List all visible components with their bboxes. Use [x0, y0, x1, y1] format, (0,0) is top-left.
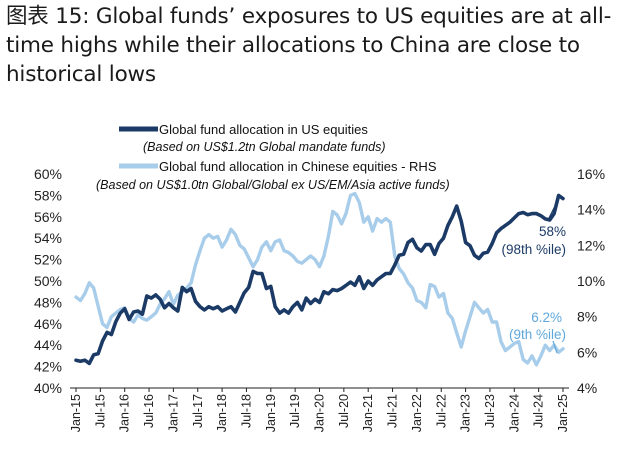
x-tick-label: Jul-19 — [288, 394, 302, 428]
x-tick-label: Jan-21 — [361, 394, 375, 432]
annotation-cn-arrow — [552, 340, 558, 354]
y-left-tick-label: 42% — [34, 359, 62, 375]
legend-cn-sub: (Based on US$1.0tn Global/Global ex US/E… — [96, 178, 450, 192]
legend-us-sub: (Based on US$1.2tn Global mandate funds) — [143, 140, 386, 154]
y-left-tick-label: 56% — [34, 209, 62, 225]
x-tick-label: Jul-23 — [483, 394, 497, 428]
y-left-tick-label: 44% — [34, 337, 62, 353]
annotation-cn-percentile: (9th %ile) — [509, 327, 566, 342]
annotation-cn-value: 6.2% — [531, 310, 562, 325]
x-tick-label: Jan-23 — [459, 394, 473, 432]
y-left-tick-label: 40% — [34, 380, 62, 396]
x-tick-label: Jan-16 — [118, 394, 132, 432]
y-right-tick-label: 12% — [577, 237, 605, 253]
x-tick-label: Jul-22 — [434, 394, 448, 428]
x-tick-label: Jan-15 — [69, 394, 83, 432]
y-right-tick-label: 8% — [577, 309, 597, 325]
x-tick-label: Jan-22 — [410, 394, 424, 432]
x-tick-label: Jan-24 — [507, 394, 521, 432]
x-tick-label: Jul-20 — [337, 394, 351, 428]
x-tick-label: Jan-20 — [313, 394, 327, 432]
legend-cn-label: Global fund allocation in Chinese equiti… — [159, 159, 437, 174]
x-tick-label: Jan-19 — [264, 394, 278, 432]
y-right-tick-label: 10% — [577, 273, 605, 289]
y-right-tick-label: 14% — [577, 202, 605, 218]
legend: Global fund allocation in US equities (B… — [96, 122, 450, 192]
x-tick-label: Jan-25 — [556, 394, 570, 432]
y-left-tick-label: 50% — [34, 273, 62, 289]
annotation-us-percentile: (98th %ile) — [501, 242, 566, 257]
x-tick-label: Jul-21 — [386, 394, 400, 428]
y-right-tick-label: 4% — [577, 380, 597, 396]
annotation-us: 58% (98th %ile) — [501, 205, 566, 257]
x-tick-label: Jul-16 — [142, 394, 156, 428]
y-right-tick-label: 6% — [577, 344, 597, 360]
x-tick-label: Jul-24 — [532, 394, 546, 428]
legend-us-label: Global fund allocation in US equities — [159, 122, 368, 137]
y-left-tick-label: 54% — [34, 230, 62, 246]
series-line-china-equities — [74, 191, 565, 367]
x-tick-label: Jul-17 — [191, 394, 205, 428]
annotation-us-arrow — [547, 205, 556, 221]
y-right-tick-label: 16% — [577, 166, 605, 182]
y-left-tick-label: 58% — [34, 187, 62, 203]
x-tick-label: Jan-17 — [166, 394, 180, 432]
y-left-tick-label: 52% — [34, 252, 62, 268]
x-tick-label: Jul-15 — [93, 394, 107, 428]
annotation-cn: 6.2% (9th %ile) — [509, 310, 566, 354]
y-left-tick-label: 46% — [34, 316, 62, 332]
y-left-tick-label: 60% — [34, 166, 62, 182]
x-tick-label: Jan-18 — [215, 394, 229, 432]
series-line-us-equities — [74, 193, 565, 366]
chart-title: 图表 15: Global funds’ exposures to US equ… — [6, 4, 612, 87]
x-tick-label: Jul-18 — [239, 394, 253, 428]
annotation-us-value: 58% — [539, 224, 566, 239]
y-left-tick-label: 48% — [34, 294, 62, 310]
